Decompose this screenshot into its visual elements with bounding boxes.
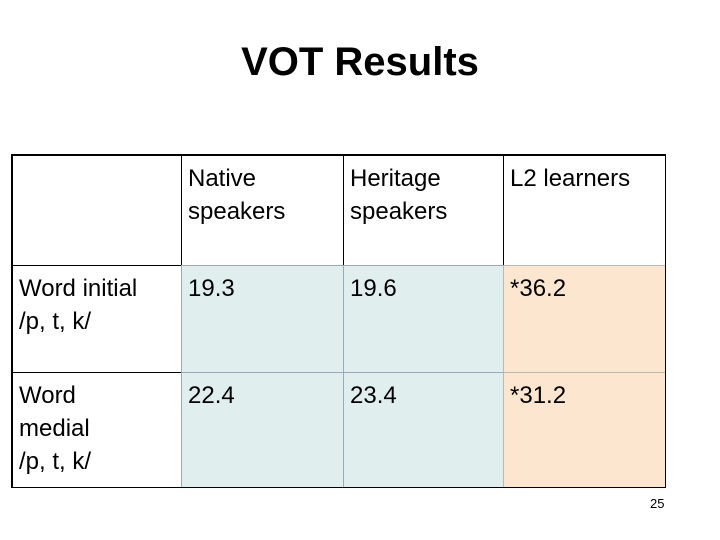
cell-text: Word xyxy=(19,382,76,409)
header-cell: Native speakers xyxy=(181,155,344,266)
cell-text: *36.2 xyxy=(510,275,567,302)
table-cell: 19.3 xyxy=(181,265,344,373)
header-cell xyxy=(12,155,182,266)
cell-text: speakers xyxy=(188,198,286,225)
cell-text: Native xyxy=(188,165,257,192)
table-cell: Word initial/p, t, k/ xyxy=(12,265,182,373)
cell-text: Heritage xyxy=(350,165,441,192)
cell-text: L2 learners xyxy=(510,165,631,192)
table-cell: 19.6 xyxy=(343,265,504,373)
table-cell: *36.2 xyxy=(503,265,666,373)
cell-text: 23.4 xyxy=(350,382,397,409)
cell-text: /p, t, k/ xyxy=(19,448,92,475)
cell-text: 19.3 xyxy=(188,275,235,302)
header-cell: L2 learners xyxy=(503,155,666,266)
cell-text: 22.4 xyxy=(188,382,235,409)
header-cell: Heritage speakers xyxy=(343,155,504,266)
table-cell: *31.2 xyxy=(503,372,666,488)
cell-text: /p, t, k/ xyxy=(19,308,92,335)
page-number: 25 xyxy=(650,496,665,511)
table-cell: Word medial/p, t, k/ xyxy=(12,372,182,488)
cell-text: *31.2 xyxy=(510,382,567,409)
table-cell: 22.4 xyxy=(181,372,344,488)
table-cell: 23.4 xyxy=(343,372,504,488)
slide-title: VOT Results xyxy=(241,40,479,84)
cell-text: speakers xyxy=(350,198,448,225)
cell-text: medial xyxy=(19,415,90,442)
cell-text: Word initial xyxy=(19,275,138,302)
cell-text: 19.6 xyxy=(350,275,397,302)
